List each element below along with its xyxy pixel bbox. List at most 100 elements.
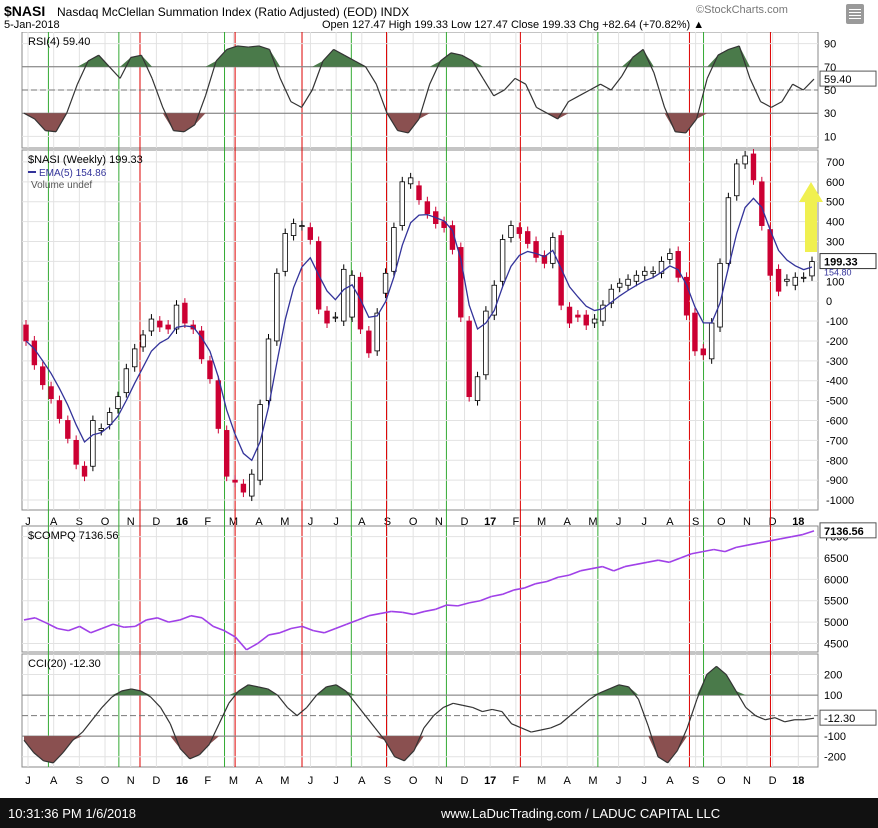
data-segment <box>394 756 405 762</box>
data-segment <box>279 627 292 634</box>
data-segment <box>702 548 715 553</box>
candle-body <box>508 225 514 238</box>
data-segment <box>765 717 776 721</box>
y-tick-label: -100 <box>826 316 848 328</box>
x-tick-label: A <box>666 516 674 528</box>
data-segment <box>792 83 804 91</box>
x-tick-label: F <box>513 775 520 787</box>
data-segment <box>557 101 569 120</box>
x-tick-label: D <box>152 775 160 787</box>
y-tick-label: -1000 <box>826 495 854 507</box>
data-segment <box>802 530 815 536</box>
candle-body <box>692 312 698 352</box>
stockcharts-brand[interactable]: ©StockCharts.com <box>696 4 788 16</box>
data-segment <box>62 739 74 753</box>
data-segment <box>258 45 270 50</box>
candle-body <box>625 278 631 286</box>
data-segment <box>738 45 751 79</box>
data-segment <box>780 535 792 540</box>
data-segment <box>324 627 336 634</box>
candle-body <box>249 473 255 497</box>
data-segment <box>79 625 92 634</box>
data-segment <box>658 559 670 564</box>
x-tick-label: J <box>25 775 31 787</box>
data-segment <box>160 707 171 725</box>
candle-body <box>792 276 798 286</box>
trash-icon[interactable] <box>846 4 864 24</box>
data-segment <box>134 619 147 628</box>
data-segment <box>413 727 425 751</box>
x-tick-label: 16 <box>176 775 188 787</box>
x-tick-label: A <box>50 516 58 528</box>
data-segment <box>568 570 581 576</box>
data-segment <box>628 686 639 700</box>
y-tick-label: -100 <box>824 731 846 743</box>
data-segment <box>482 708 493 713</box>
candle-body <box>173 304 180 330</box>
data-segment <box>493 89 505 97</box>
last-value-box <box>819 70 877 87</box>
data-segment <box>591 565 603 570</box>
candle-body <box>23 324 29 342</box>
data-segment <box>461 54 473 62</box>
x-tick-label: S <box>384 775 391 787</box>
candle-body <box>583 314 589 326</box>
x-tick-label: M <box>537 516 546 528</box>
overbought-fill <box>24 666 814 696</box>
candle-body <box>282 233 288 272</box>
data-segment <box>150 696 161 708</box>
candle-body <box>491 284 497 316</box>
candle-body <box>115 396 121 409</box>
data-segment <box>403 750 415 762</box>
data-segment <box>758 540 770 544</box>
ema-line <box>25 197 813 462</box>
data-segment <box>364 715 376 729</box>
data-segment <box>479 595 492 602</box>
data-segment <box>424 608 436 613</box>
candle-body <box>65 420 71 439</box>
data-segment <box>140 54 153 79</box>
x-tick-label: D <box>461 516 469 528</box>
data-segment <box>234 636 248 651</box>
data-segment <box>343 54 356 62</box>
data-segment <box>101 623 114 630</box>
footer-credit: www.LaDucTrading.com / LADUC CAPITAL LLC <box>441 806 721 821</box>
data-segment <box>578 89 591 97</box>
candle-body <box>131 348 138 368</box>
data-segment <box>277 694 288 708</box>
data-segment <box>657 756 669 764</box>
candle-body <box>575 314 581 318</box>
y-tick-label: 600 <box>826 177 844 189</box>
x-tick-label: O <box>409 775 418 787</box>
data-segment <box>525 83 537 108</box>
candle-body <box>700 348 707 356</box>
y-tick-label: 300 <box>826 236 844 248</box>
data-segment <box>301 625 314 632</box>
data-segment <box>755 715 766 721</box>
data-segment <box>228 690 240 704</box>
data-segment <box>550 723 561 729</box>
ohlc-summary: Open 127.47 High 199.33 Low 127.47 Close… <box>322 19 705 31</box>
data-segment <box>23 617 36 621</box>
candle-body <box>642 270 648 276</box>
data-segment <box>653 72 666 108</box>
x-tick-label: J <box>333 775 339 787</box>
data-segment <box>124 625 136 629</box>
x-tick-label: N <box>743 775 751 787</box>
data-segment <box>524 582 537 589</box>
data-segment <box>771 101 783 108</box>
data-segment <box>613 565 626 572</box>
panel-frame-cci <box>21 653 819 768</box>
data-segment <box>686 699 698 729</box>
data-segment <box>322 48 335 62</box>
candle-body <box>324 310 330 324</box>
data-segment <box>90 627 103 634</box>
data-segment <box>462 704 473 709</box>
y-tick-label: -300 <box>826 356 848 368</box>
data-segment <box>557 574 570 579</box>
y-tick-label: -700 <box>826 435 848 447</box>
data-segment <box>632 48 644 58</box>
data-segment <box>237 45 249 48</box>
candle-body <box>299 225 305 227</box>
data-segment <box>357 614 370 621</box>
